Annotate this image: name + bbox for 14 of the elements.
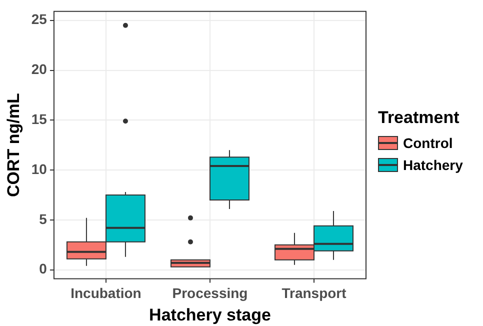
x-tick-label: Transport [282,285,347,302]
y-tick-label: 0 [39,260,48,277]
y-tick-label: 10 [31,160,48,177]
x-tick-label: Processing [172,285,248,302]
y-tick-label: 25 [31,11,48,28]
x-tick-label: Incubation [70,285,142,302]
y-axis-title: CORT ng/mL [4,93,23,198]
legend-title: Treatment [378,108,460,128]
legend-label: Control [403,135,453,151]
y-tick-label: 15 [31,111,48,128]
x-axis-title: Hatchery stage [149,305,271,324]
y-tick-label: 20 [31,61,48,78]
y-tick-label: 5 [39,210,48,227]
legend-label: Hatchery [403,157,463,173]
